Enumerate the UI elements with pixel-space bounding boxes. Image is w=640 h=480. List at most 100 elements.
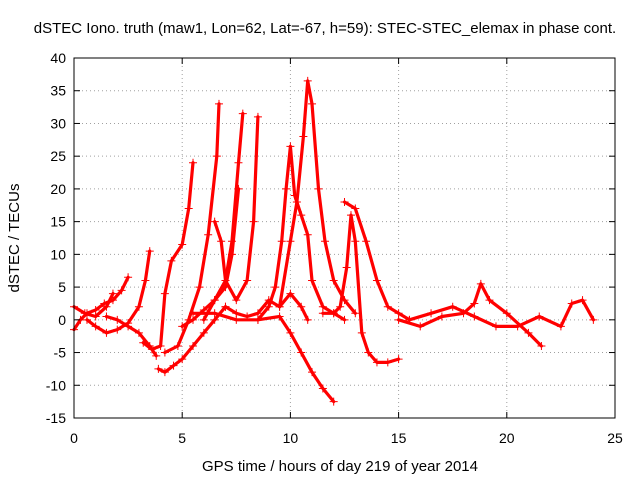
- data-point: [351, 237, 360, 246]
- series-line: [163, 102, 221, 355]
- data-point: [351, 309, 360, 318]
- data-point: [91, 312, 100, 321]
- series-line: [141, 161, 195, 351]
- data-point: [234, 184, 243, 193]
- y-tick-label: -5: [54, 345, 67, 361]
- series-arc-03: [82, 247, 154, 337]
- data-point: [141, 276, 150, 285]
- data-point: [346, 211, 355, 220]
- data-point: [308, 99, 317, 108]
- series-line: [321, 213, 401, 364]
- data-point: [184, 204, 193, 213]
- data-point: [117, 286, 126, 295]
- data-point: [556, 322, 565, 331]
- data-point: [217, 237, 226, 246]
- y-tick-label: 15: [50, 214, 66, 230]
- data-point: [80, 309, 89, 318]
- data-point: [364, 348, 373, 357]
- data-point: [321, 237, 330, 246]
- data-point: [470, 312, 479, 321]
- series-arc-18: [405, 296, 598, 331]
- data-point: [535, 312, 544, 321]
- data-point: [537, 342, 546, 350]
- data-point: [513, 322, 522, 331]
- series-arc-10: [210, 112, 262, 305]
- x-tick-label: 5: [178, 430, 186, 446]
- y-tick-label: 25: [50, 148, 66, 164]
- data-point: [214, 99, 223, 108]
- data-point: [372, 358, 381, 367]
- data-point: [232, 315, 241, 324]
- series-arc-09: [199, 184, 243, 324]
- data-point: [221, 302, 230, 311]
- data-point: [589, 315, 598, 324]
- y-tick-label: 40: [50, 50, 66, 66]
- data-point: [351, 204, 360, 213]
- series-arc-14: [275, 76, 360, 318]
- data-point: [502, 309, 511, 318]
- data-point: [286, 237, 295, 246]
- data-point: [243, 276, 252, 285]
- data-point: [152, 351, 161, 360]
- data-point: [108, 289, 117, 298]
- series-line: [104, 314, 158, 358]
- data-point: [340, 315, 349, 324]
- data-point: [383, 358, 392, 367]
- data-point: [204, 230, 213, 239]
- data-point: [448, 302, 457, 311]
- series-line: [156, 305, 228, 374]
- data-point: [340, 198, 349, 206]
- data-point: [524, 328, 533, 337]
- data-point: [275, 312, 284, 321]
- tick-layer: 0 5 10 15 20 25 -15 -10 -5 0 5 10 15 20 25 30 35 40: [46, 50, 623, 446]
- data-point: [329, 397, 338, 406]
- data-point: [275, 302, 284, 311]
- series-line: [72, 292, 115, 319]
- data-point: [253, 112, 262, 121]
- data-point: [145, 247, 154, 256]
- data-point: [264, 302, 273, 311]
- data-point: [342, 263, 351, 272]
- data-point: [160, 348, 169, 357]
- data-point: [113, 315, 122, 324]
- data-point: [567, 299, 576, 308]
- series-line: [342, 200, 411, 322]
- data-point: [147, 345, 156, 354]
- series-line: [191, 311, 336, 404]
- plot-frame: [73, 57, 616, 419]
- data-point: [210, 309, 219, 318]
- data-point: [297, 302, 306, 311]
- data-point: [210, 296, 219, 305]
- data-point: [124, 273, 133, 282]
- data-point: [249, 217, 258, 226]
- data-point: [303, 76, 312, 85]
- data-point: [303, 315, 312, 324]
- series-arc-11: [221, 289, 312, 324]
- y-tick-label: 35: [50, 83, 66, 99]
- chart-title: dSTEC Iono. truth (maw1, Lon=62, Lat=-67…: [34, 20, 616, 37]
- data-point: [134, 302, 143, 311]
- data-point: [253, 315, 262, 324]
- data-point: [329, 276, 338, 285]
- data-point: [160, 368, 169, 377]
- y-tick-label: 20: [50, 181, 66, 197]
- data-point: [394, 315, 403, 324]
- series-layer: [70, 76, 598, 406]
- data-point: [470, 299, 479, 308]
- x-tick-label: 20: [499, 430, 515, 446]
- data-point: [277, 237, 286, 246]
- data-point: [405, 315, 414, 324]
- data-point: [124, 322, 133, 331]
- data-point: [271, 283, 280, 292]
- x-axis-label: GPS time / hours of day 219 of year 2014: [202, 458, 478, 475]
- series-line: [180, 111, 245, 328]
- data-point: [173, 342, 182, 350]
- data-point: [476, 279, 485, 288]
- data-point: [167, 256, 176, 265]
- data-point: [139, 338, 148, 347]
- x-tick-label: 0: [70, 430, 78, 446]
- data-point: [199, 328, 208, 337]
- data-point: [299, 132, 308, 141]
- data-point: [154, 364, 163, 373]
